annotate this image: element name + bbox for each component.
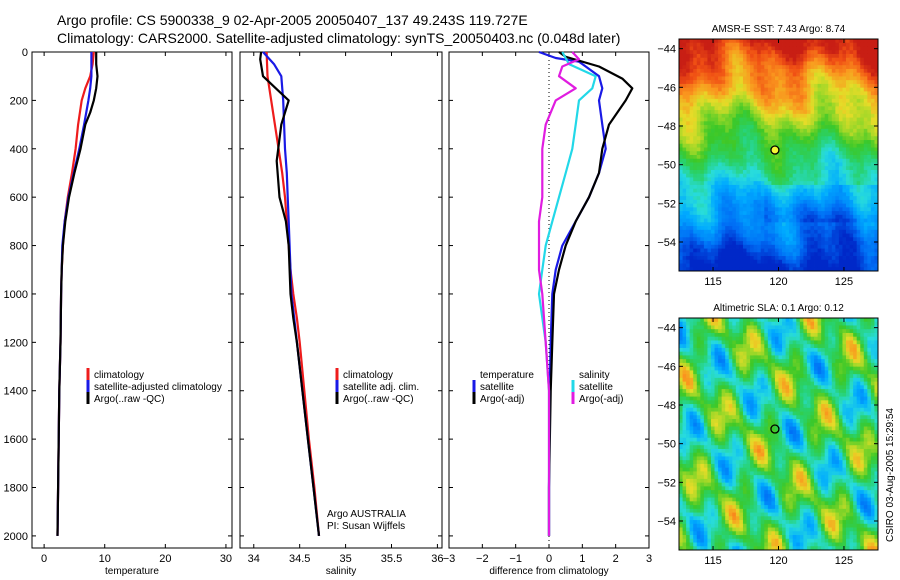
plot-title-line-2: Climatology: CARS2000. Satellite-adjuste… (57, 30, 621, 46)
salinity-xtick-label: 35 (339, 553, 351, 565)
sla-map-xtick-label: 120 (769, 555, 787, 567)
sla-map-ytick-label: −44 (657, 323, 676, 335)
sst-map-ytick-label: −54 (657, 237, 676, 249)
temperature-xtick-label: 10 (99, 553, 111, 565)
sst-colour-field (679, 39, 879, 272)
temperature-ytick-label: 1400 (4, 386, 28, 398)
sst-map-xtick-label: 115 (704, 276, 722, 288)
temperature-plot-frame (31, 51, 233, 549)
difference-xtick-label: −1 (509, 553, 522, 565)
sla-map-ytick-label: −52 (657, 477, 676, 489)
temperature-legend-label: climatology (94, 370, 144, 381)
temperature-xtick-label: 20 (159, 553, 171, 565)
sst-map-xtick-label: 125 (835, 276, 853, 288)
difference-series-salinity-satellite (537, 51, 597, 536)
sla-map-ytick-label: −46 (657, 361, 676, 373)
temperature-series-climatology (56, 51, 95, 536)
sla-map-xtick-label: 115 (704, 555, 722, 567)
salinity-series-argo-raw-qc (259, 51, 321, 537)
difference-legend-label: Argo(-adj) (480, 394, 524, 405)
temperature-ytick-label: 2000 (4, 531, 28, 543)
difference-xtick-label: −2 (476, 553, 489, 565)
difference-xtick-label: −3 (443, 553, 456, 565)
difference-xtick-label: 3 (646, 553, 652, 565)
salinity-xlabel: salinity (326, 566, 357, 577)
temperature-xtick-label: 0 (41, 553, 47, 565)
temperature-ytick-label: 1800 (4, 483, 28, 495)
salinity-legend-label: Argo(..raw -QC) (343, 394, 414, 405)
sst-map-ytick-label: −44 (657, 44, 676, 56)
sst-argo-location-marker (770, 145, 780, 155)
difference-xtick-label: 1 (579, 553, 585, 565)
difference-legend-header: temperature (480, 370, 534, 381)
temperature-ytick-label: 200 (10, 95, 28, 107)
difference-series-temperature-argo-adj (547, 51, 634, 536)
difference-series-salinity-argo-adj (537, 51, 581, 536)
salinity-xtick-label: 34 (248, 553, 260, 565)
sla-map-panel: Altimetric SLA: 0.1 Argo: 0.12 115 120 125 −… (657, 303, 879, 567)
sla-argo-location-marker (770, 424, 780, 434)
sst-map-title: AMSR-E SST: 7.43 Argo: 8.74 (712, 24, 846, 35)
sst-map-xtick-label: 120 (769, 276, 787, 288)
sla-map-ytick-label: −54 (657, 516, 676, 528)
difference-xlabel: difference from climatology (489, 566, 608, 577)
difference-xtick-label: 2 (613, 553, 619, 565)
temperature-ytick-label: 600 (10, 192, 28, 204)
sst-map-ytick-label: −46 (657, 82, 676, 94)
plot-title-line-1: Argo profile: CS 5900338_9 02-Apr-2005 2… (57, 12, 528, 28)
salinity-legend-label: climatology (343, 370, 393, 381)
sla-map-ytick-label: −50 (657, 439, 676, 451)
sla-colour-field (679, 318, 879, 551)
salinity-panel: 34 34.5 35 35.5 36 salinity climatologysatelli… (239, 51, 444, 577)
temperature-ytick-label: 1600 (4, 434, 28, 446)
salinity-annotation: PI: Susan Wijffels (327, 521, 405, 532)
salinity-xtick-label: 34.5 (289, 553, 310, 565)
salinity-annotation: Argo AUSTRALIA (327, 509, 406, 520)
temperature-legend-label: satellite-adjusted climatology (94, 382, 222, 393)
difference-legend-label: satellite (480, 382, 514, 393)
temperature-ytick-label: 800 (10, 241, 28, 253)
sst-map-ytick-label: −50 (657, 160, 676, 172)
difference-legend-label: Argo(-adj) (579, 394, 623, 405)
sla-map-ytick-label: −48 (657, 400, 676, 412)
temperature-ytick-label: 400 (10, 144, 28, 156)
salinity-xtick-label: 36 (431, 553, 443, 565)
temperature-series-argo-raw-qc (56, 52, 99, 536)
temperature-ytick-label: 1000 (4, 289, 28, 301)
temperature-xtick-label: 30 (220, 553, 232, 565)
sla-map-title: Altimetric SLA: 0.1 Argo: 0.12 (713, 303, 844, 314)
salinity-xtick-label: 35.5 (381, 553, 402, 565)
difference-legend-header: salinity (579, 370, 610, 381)
difference-xtick-label: 0 (546, 553, 552, 565)
sla-map-xtick-label: 125 (835, 555, 853, 567)
salinity-legend-label: satellite adj. clim. (343, 382, 419, 393)
temperature-panel: 0 10 20 30 0 200 400 600 800 1000 1200 1400 1600 1800… (4, 47, 233, 577)
sst-map-ytick-label: −48 (657, 121, 676, 133)
salinity-plot-frame (239, 51, 443, 549)
sst-map-ytick-label: −52 (657, 198, 676, 210)
temperature-ytick-label: 0 (22, 47, 28, 59)
difference-panel: −3 −2 −1 0 1 2 3 difference from climatology tem… (443, 50, 652, 577)
temperature-xlabel: temperature (105, 566, 159, 577)
temperature-ytick-label: 1200 (4, 337, 28, 349)
difference-legend-label: satellite (579, 382, 613, 393)
sst-map-panel: AMSR-E SST: 7.43 Argo: 8.74 115 120 125 −44 −… (657, 24, 879, 288)
timestamp-stamp: CSIRO 03-Aug-2005 15:29:54 (885, 408, 896, 542)
temperature-legend-label: Argo(..raw -QC) (94, 394, 165, 405)
